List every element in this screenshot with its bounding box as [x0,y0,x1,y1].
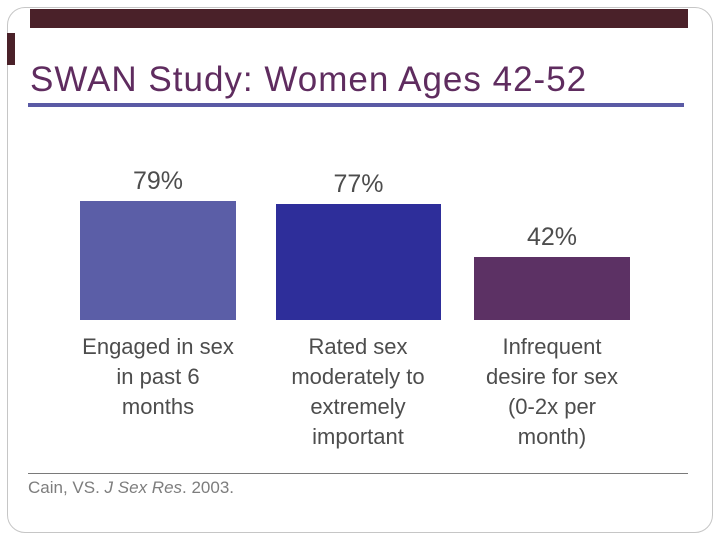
bar-engaged-in-sex [80,201,236,320]
bar-value-label: 79% [132,167,184,195]
citation-year: . 2003. [182,478,235,497]
bar-column-rated: 77% [276,170,441,320]
slide-border [7,7,713,533]
top-accent-bar [30,9,688,28]
bar-column-infrequent: 42% [474,223,630,320]
title-underline [28,103,684,107]
bar-column-engaged: 79% [80,167,236,320]
bar-category-label: Infrequent desire for sex (0-2x per mont… [485,334,619,449]
footer-divider [28,473,688,474]
bar-value-label: 42% [526,223,578,251]
bar-category-label: Engaged in sex in past 6 months [82,334,234,419]
citation-author: Cain, VS. [28,478,105,497]
left-accent-bar [7,33,15,65]
bar-value-label: 77% [333,170,384,198]
bar-infrequent-desire [474,257,630,320]
bar-category-label: Rated sex moderately to extremely import… [291,334,425,449]
citation: Cain, VS. J Sex Res. 2003. [28,478,234,498]
citation-journal: J Sex Res [104,478,183,497]
bar-rated-sex-important [276,204,441,320]
slide-title: SWAN Study: Women Ages 42-52 [30,60,588,99]
